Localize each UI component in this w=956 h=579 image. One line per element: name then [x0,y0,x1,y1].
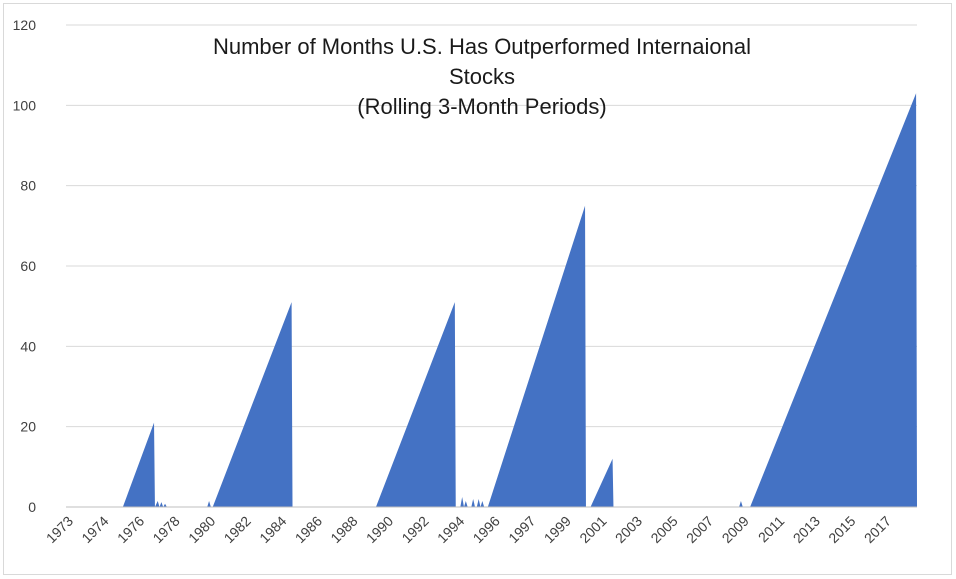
x-tick-label: 1992 [398,513,431,546]
x-tick-label: 1974 [78,513,111,546]
x-tick-label: 1980 [185,513,218,546]
chart-frame: 0 20 40 60 80 100 120 1973 1974 1976 1978 1980 1982… [3,3,952,575]
x-tick-label: 1986 [292,513,325,546]
x-tick-label: 1988 [327,513,360,546]
x-tick-label: 1990 [363,513,396,546]
x-tick-label: 1982 [221,513,254,546]
x-tick-label: 2009 [719,513,752,546]
x-tick-label: 1984 [256,513,289,546]
x-tick-label: 1999 [541,513,574,546]
chart-title-line: (Rolling 3-Month Periods) [357,94,606,119]
area-series [66,93,917,507]
x-tick-label: 1994 [434,513,467,546]
y-tick-label: 80 [20,178,36,194]
y-tick-label: 40 [20,338,36,354]
x-tick-label: 1997 [505,513,538,546]
x-tick-label: 1973 [43,513,76,546]
y-tick-label: 100 [13,97,37,113]
x-tick-label: 1978 [149,513,182,546]
area-chart: 0 20 40 60 80 100 120 1973 1974 1976 1978 1980 1982… [13,17,917,546]
y-tick-label: 60 [20,258,36,274]
x-tick-label: 2007 [683,513,716,546]
x-tick-label: 2013 [790,513,823,546]
x-axis-ticks: 1973 1974 1976 1978 1980 1982 1984 1986 1988 1990… [43,513,894,546]
x-tick-label: 2005 [647,513,680,546]
y-tick-label: 120 [13,17,37,33]
chart-title: Number of Months U.S. Has Outperformed I… [213,34,751,119]
x-tick-label: 1996 [470,513,503,546]
chart-title-line: Number of Months U.S. Has Outperformed I… [213,34,751,59]
y-tick-label: 20 [20,419,36,435]
y-axis-ticks: 0 20 40 60 80 100 120 [13,17,37,515]
x-tick-label: 2003 [612,513,645,546]
x-tick-label: 2001 [576,513,609,546]
y-tick-label: 0 [28,499,36,515]
x-tick-label: 1976 [114,513,147,546]
x-tick-label: 2017 [861,513,894,546]
chart-title-line: Stocks [449,64,515,89]
area-series-0 [66,93,917,507]
gridlines [66,24,917,428]
x-tick-label: 2015 [825,513,858,546]
x-tick-label: 2011 [755,513,788,546]
